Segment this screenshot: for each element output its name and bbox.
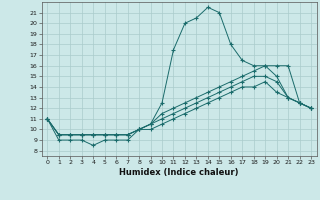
X-axis label: Humidex (Indice chaleur): Humidex (Indice chaleur) [119,168,239,177]
